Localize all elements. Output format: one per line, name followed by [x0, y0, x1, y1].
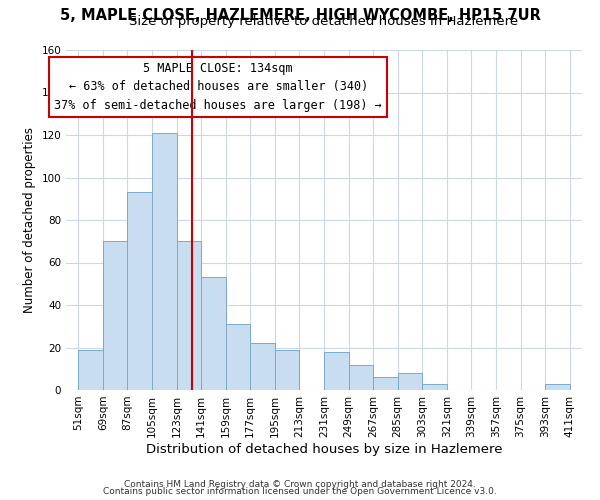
- Bar: [103, 242, 127, 390]
- Bar: [373, 378, 398, 390]
- Bar: [226, 324, 250, 390]
- Text: Contains public sector information licensed under the Open Government Licence v3: Contains public sector information licen…: [103, 488, 497, 496]
- Bar: [127, 192, 152, 390]
- Bar: [275, 350, 299, 390]
- Title: Size of property relative to detached houses in Hazlemere: Size of property relative to detached ho…: [130, 15, 518, 28]
- Bar: [176, 242, 201, 390]
- X-axis label: Distribution of detached houses by size in Hazlemere: Distribution of detached houses by size …: [146, 442, 502, 456]
- Bar: [398, 373, 422, 390]
- Y-axis label: Number of detached properties: Number of detached properties: [23, 127, 36, 313]
- Text: Contains HM Land Registry data © Crown copyright and database right 2024.: Contains HM Land Registry data © Crown c…: [124, 480, 476, 489]
- Bar: [152, 133, 176, 390]
- Text: 5, MAPLE CLOSE, HAZLEMERE, HIGH WYCOMBE, HP15 7UR: 5, MAPLE CLOSE, HAZLEMERE, HIGH WYCOMBE,…: [59, 8, 541, 22]
- Text: 5 MAPLE CLOSE: 134sqm
← 63% of detached houses are smaller (340)
37% of semi-det: 5 MAPLE CLOSE: 134sqm ← 63% of detached …: [55, 62, 382, 112]
- Bar: [545, 384, 570, 390]
- Bar: [78, 350, 103, 390]
- Bar: [349, 364, 373, 390]
- Bar: [201, 278, 226, 390]
- Bar: [250, 343, 275, 390]
- Bar: [422, 384, 447, 390]
- Bar: [324, 352, 349, 390]
